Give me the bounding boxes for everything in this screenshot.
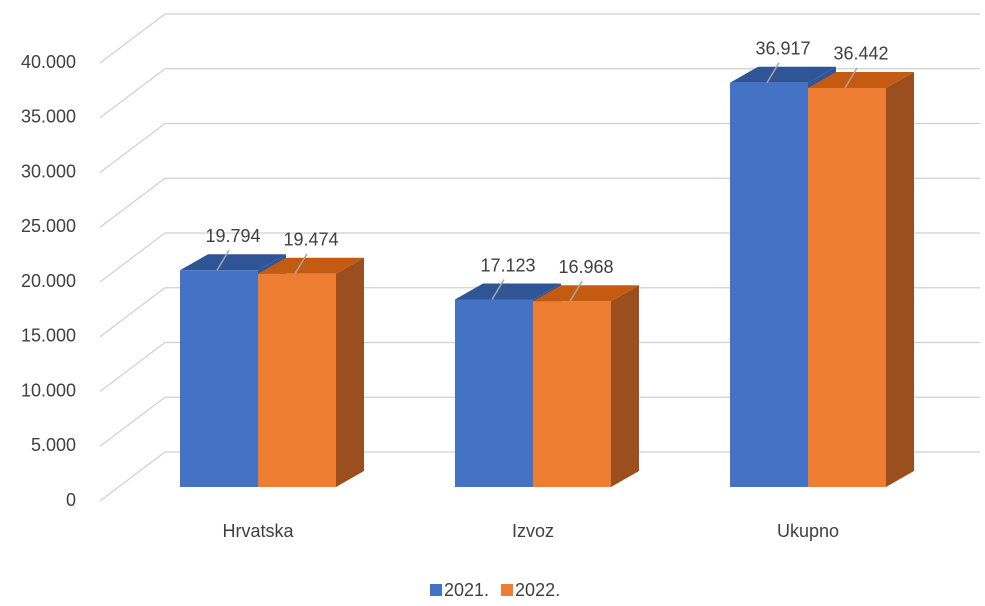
y-tick-label: 25.000 bbox=[21, 216, 76, 236]
y-tick-label: 15.000 bbox=[21, 326, 76, 346]
bar-top bbox=[455, 283, 561, 300]
leader-line bbox=[491, 279, 505, 300]
data-label: 17.123 bbox=[480, 255, 535, 275]
bar-side bbox=[886, 71, 914, 488]
grid-line bbox=[99, 13, 980, 64]
y-tick-label: 30.000 bbox=[21, 161, 76, 181]
bar bbox=[180, 270, 258, 487]
leader-line bbox=[216, 249, 230, 271]
data-label: 36.917 bbox=[755, 39, 810, 59]
y-tick-label: 5.000 bbox=[31, 435, 76, 455]
legend-swatch bbox=[501, 584, 514, 596]
x-tick-label: Hrvatska bbox=[222, 521, 294, 541]
grid-line bbox=[99, 232, 980, 283]
y-tick-label: 20.000 bbox=[21, 271, 76, 291]
legend-label: 2022. bbox=[515, 580, 560, 600]
y-tick-label: 0 bbox=[66, 490, 76, 510]
grid-line bbox=[99, 341, 980, 392]
data-label: 19.474 bbox=[283, 230, 338, 250]
y-tick-label: 10.000 bbox=[21, 380, 76, 400]
bar-top bbox=[258, 257, 364, 274]
y-tick-label: 35.000 bbox=[21, 107, 76, 127]
bar-top bbox=[180, 254, 286, 271]
grid-line bbox=[99, 287, 980, 338]
bar-side bbox=[611, 285, 639, 487]
grid-line bbox=[99, 68, 980, 119]
x-tick-label: Ukupno bbox=[777, 521, 839, 541]
bar bbox=[258, 273, 336, 487]
bar-top bbox=[808, 71, 914, 88]
bar bbox=[533, 301, 611, 487]
bar bbox=[730, 82, 808, 487]
grid-line bbox=[99, 122, 980, 173]
bar bbox=[808, 87, 886, 488]
leader-line bbox=[766, 62, 780, 84]
grid-line bbox=[99, 396, 980, 447]
bar-top bbox=[533, 285, 639, 302]
leader-line bbox=[844, 67, 858, 89]
bar bbox=[455, 299, 533, 487]
data-label: 19.794 bbox=[205, 226, 260, 246]
y-tick-label: 40.000 bbox=[21, 52, 76, 72]
data-label: 16.968 bbox=[558, 257, 613, 277]
leader-line bbox=[294, 253, 308, 275]
legend-swatch bbox=[430, 584, 442, 596]
leader-line bbox=[569, 280, 583, 302]
grid-line bbox=[99, 451, 980, 502]
x-tick-label: Izvoz bbox=[512, 521, 554, 541]
data-label: 36.442 bbox=[833, 44, 888, 64]
legend-label: 2021. bbox=[444, 580, 489, 600]
bar-top bbox=[730, 66, 836, 83]
grid-line bbox=[99, 177, 980, 228]
bar-side bbox=[336, 257, 364, 487]
